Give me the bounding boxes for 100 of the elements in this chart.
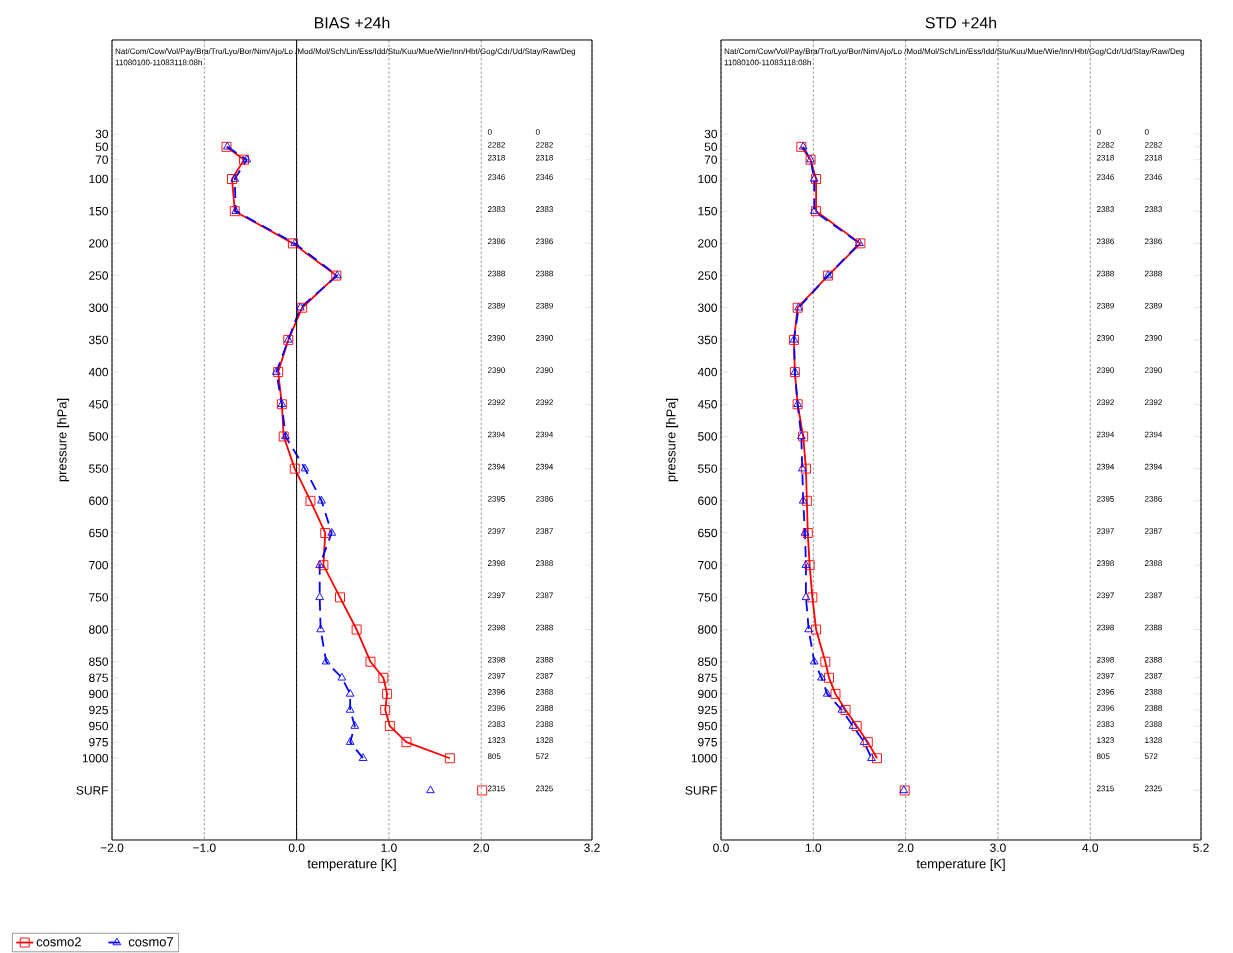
y-tick-label: 450: [697, 400, 718, 409]
point: [797, 463, 807, 472]
x-tick-label: 1.0: [805, 843, 822, 852]
point: [798, 495, 808, 504]
point: [801, 592, 811, 601]
point: [800, 463, 811, 474]
x-axis-title: temperature [K]: [307, 858, 396, 871]
chart-title: STD +24h: [925, 16, 997, 29]
y-tick-label: 200: [89, 239, 109, 248]
y-tick-label: 900: [698, 689, 718, 699]
point: [378, 672, 389, 683]
point: [320, 528, 331, 538]
y-tick-label: SURF: [685, 786, 718, 795]
point: [804, 624, 814, 633]
y-tick-label: 200: [698, 239, 718, 248]
point: [444, 753, 455, 764]
x-tick-label: 0.0: [713, 843, 729, 852]
y-tick-label: 875: [89, 673, 108, 683]
y-tick-label: 925: [89, 705, 108, 715]
x-tick-label: 0.0: [288, 843, 305, 852]
point: [300, 463, 310, 472]
point: [872, 753, 882, 764]
point: [807, 592, 818, 603]
point: [365, 656, 376, 667]
point: [822, 688, 832, 697]
point: [358, 753, 368, 761]
point: [848, 721, 858, 729]
point: [851, 721, 862, 732]
point: [820, 656, 831, 667]
point: [345, 705, 355, 713]
point: [811, 624, 822, 635]
y-tick-label: 350: [698, 335, 718, 345]
y-tick-label: 30: [95, 129, 109, 139]
point: [305, 495, 316, 506]
x-tick-label: 2.0: [473, 843, 490, 852]
y-tick-label: 30: [704, 129, 718, 139]
y-tick-label: 400: [697, 367, 718, 377]
point: [315, 560, 325, 568]
point: [345, 688, 355, 697]
y-tick-label: 925: [698, 705, 717, 715]
x-tick-label: 4.0: [1082, 843, 1099, 852]
y-tick-label: 750: [89, 593, 109, 602]
point: [801, 560, 811, 568]
point: [337, 672, 347, 681]
y-tick-label: 350: [88, 335, 109, 345]
point: [327, 528, 337, 536]
y-tick-label: 950: [698, 721, 718, 731]
y-tick-label: 875: [698, 673, 717, 683]
point: [809, 656, 819, 665]
x-tick-label: 1.0: [381, 843, 397, 852]
x-tick-label: 3.2: [584, 843, 600, 852]
point: [867, 753, 876, 761]
point: [380, 705, 391, 715]
y-tick-label: 700: [89, 560, 109, 570]
x-axis-title: temperature [K]: [916, 858, 1005, 871]
legend-label: cosmo7: [128, 937, 173, 947]
y-axis-title: pressure [hPa]: [57, 398, 70, 482]
point: [345, 737, 355, 745]
y-tick-label: 850: [698, 657, 718, 666]
point: [804, 560, 815, 571]
x-tick-label: 5.2: [1193, 843, 1209, 852]
y-tick-label: 975: [698, 737, 717, 747]
y-tick-label: 150: [698, 206, 718, 216]
y-tick-label: 700: [698, 560, 718, 570]
y-tick-label: 800: [89, 625, 109, 634]
y-tick-label: 550: [89, 464, 109, 473]
y-tick-label: 500: [698, 432, 718, 441]
point: [384, 721, 395, 732]
point: [477, 785, 488, 796]
point: [859, 737, 869, 745]
y-tick-label: 70: [95, 155, 109, 164]
y-tick-label: 850: [89, 657, 109, 666]
legend-label: cosmo2: [36, 937, 81, 947]
x-tick-label: 3.0: [990, 843, 1006, 852]
y-tick-label: 800: [698, 625, 718, 634]
y-tick-label: 300: [698, 303, 718, 312]
y-tick-label: 950: [89, 721, 109, 731]
point: [321, 656, 331, 665]
y-tick-label: 750: [698, 593, 718, 602]
point: [401, 737, 412, 748]
point: [426, 785, 435, 794]
point: [318, 560, 329, 571]
y-tick-label: 500: [89, 432, 109, 441]
point: [382, 688, 393, 699]
point: [824, 672, 834, 683]
point: [862, 737, 873, 748]
point: [317, 495, 326, 504]
y-tick-label: 250: [698, 271, 718, 280]
y-tick-label: 400: [88, 367, 109, 377]
chart-title: BIAS +24h: [314, 16, 390, 29]
y-tick-label: 550: [698, 464, 718, 473]
y-tick-label: SURF: [76, 786, 109, 795]
point: [801, 495, 812, 506]
y-tick-label: 70: [704, 155, 718, 164]
x-tick-label: −2.0: [100, 843, 124, 852]
y-tick-label: 50: [704, 142, 718, 152]
point: [315, 592, 325, 601]
point: [830, 688, 841, 699]
x-tick-label: 2.0: [897, 843, 914, 852]
x-tick-label: −1.0: [193, 843, 216, 852]
